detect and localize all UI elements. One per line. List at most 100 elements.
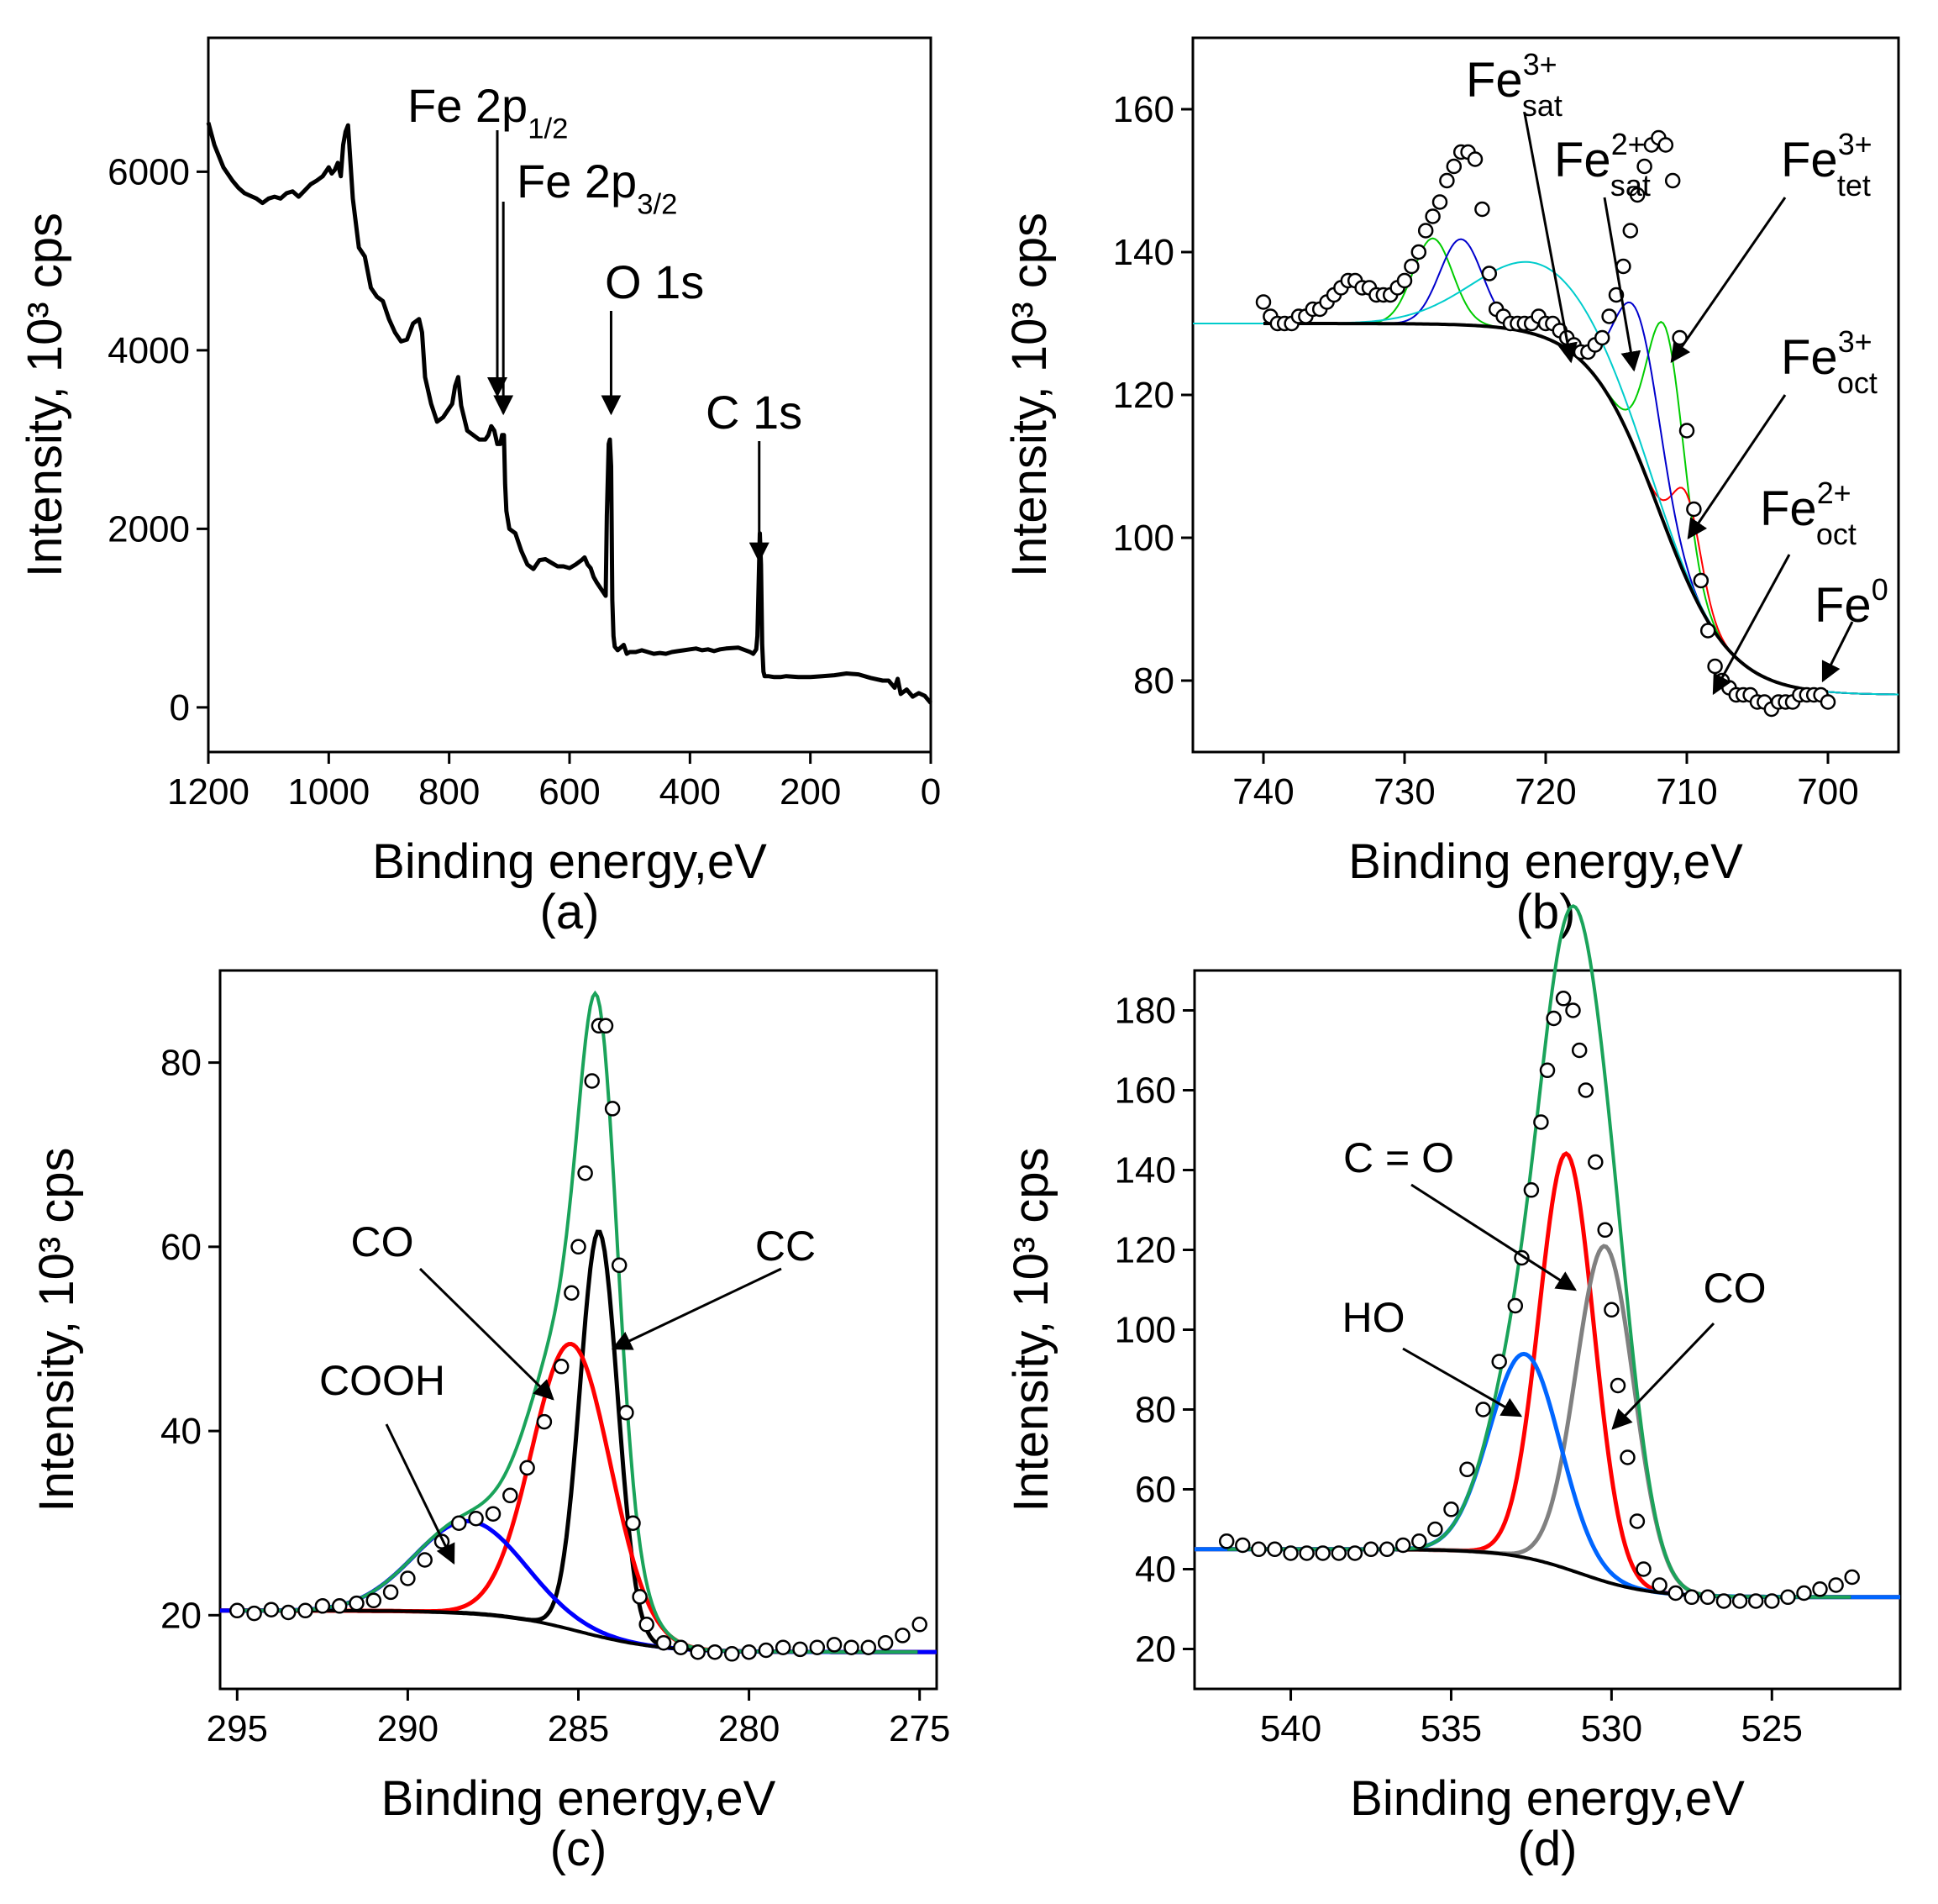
panel-b: 740 730 720 710 700 80 100 120 140 160 Binding ene… [1002,36,1900,939]
data-point [1683,1589,1700,1606]
data-point [1812,1581,1828,1597]
data-point [758,1642,775,1659]
x-axis-title: Binding energy,eV [381,1771,776,1826]
x-tick-label: 280 [718,1708,780,1749]
x-tick-label: 1200 [167,771,249,813]
data-point [382,1584,399,1601]
data-point [911,1617,927,1633]
plot-frame [207,36,932,754]
data-point [1546,1010,1562,1027]
fit-envelope [239,990,918,1654]
arrow-cc [611,1267,782,1350]
label-c-o: C = O [1343,1134,1454,1181]
y-tick-label: 140 [1115,1150,1176,1191]
arrow-fe3-tet [1670,197,1787,363]
data-point [1394,1537,1411,1554]
component-ho [1195,1351,1900,1600]
data-point [1315,1545,1331,1561]
data-point [584,1073,600,1089]
data-point [1283,1545,1299,1561]
x-tick-label: 275 [889,1708,950,1749]
data-point [1652,1577,1668,1593]
arrow-fe3-oct [1687,394,1787,539]
panel-label: (a) [540,885,600,939]
data-point [485,1506,502,1522]
data-point [246,1605,262,1622]
x-tick-label: 710 [1656,771,1717,813]
data-point [1507,1297,1524,1314]
data-point [632,1589,648,1605]
peak-label-fe-2p-3-2: Fe 2p3/2 [517,155,677,221]
plot-frame [1193,969,1902,1691]
peak-label-o-1s: O 1s [605,255,704,308]
data-point [1565,1002,1581,1018]
data-point [1446,158,1463,175]
data-point [1622,223,1639,239]
y-axis-title: Intensity, 10³ cps [18,213,72,577]
data-point [1693,572,1710,589]
y-axis-title: Intensity, 10³ cps [29,1147,84,1512]
y-tick-label: 2000 [108,508,190,550]
data-point [673,1639,689,1655]
data-point [625,1515,641,1531]
x-tick-label: 200 [780,771,841,813]
data-point [1578,1082,1594,1098]
y-tick-label: 80 [1135,1390,1176,1431]
data-point [655,1634,672,1651]
x-axis-title: Binding energy,eV [1348,834,1743,889]
panel-label: (b) [1516,885,1576,939]
data-point [597,1018,614,1034]
y-tick-label: 40 [160,1411,202,1452]
x-tick-label: 0 [921,771,941,813]
data-point [792,1641,808,1658]
data-point [570,1239,586,1255]
data-point [1404,258,1420,275]
x-tick-label: 800 [418,771,480,813]
arrow-fe2-sat [1603,197,1641,372]
data-point [1331,1545,1347,1561]
data-point [1636,1561,1652,1577]
data-point [877,1634,894,1651]
data-point [1396,272,1413,289]
arrow-fe3-sat [1523,113,1578,364]
label-fe3-oct: Fe3+ oct [1781,324,1878,400]
panel-d: 540 535 530 525 20 40 60 80 100 120 140 160 180 Bindi… [1004,904,1902,1876]
data-point [1668,1585,1683,1602]
x-tick-label: 600 [538,771,600,813]
x-tick-label: 530 [1581,1708,1642,1749]
y-tick-label: 100 [1113,518,1174,559]
data-point [536,1413,553,1430]
x-tick-label: 720 [1515,771,1576,813]
y-tick-label: 20 [160,1595,202,1636]
peak-label-fe-2p-1-2: Fe 2p1/2 [407,79,568,145]
data-point [724,1646,740,1662]
data-point [1828,1577,1844,1593]
y-tick-label: 160 [1115,1070,1176,1112]
data-point [1417,223,1434,239]
data-point [263,1602,280,1617]
data-point [895,1628,911,1644]
y-tick-label: 120 [1115,1230,1176,1271]
data-point [1601,308,1617,324]
x-tick-label: 290 [377,1708,439,1749]
data-point [1629,187,1646,203]
x-tick-label: 525 [1741,1708,1803,1749]
y-tick-label: 80 [160,1043,202,1084]
data-point [1267,1541,1283,1558]
x-tick-label: 730 [1373,771,1435,813]
data-point [502,1487,518,1504]
data-point [297,1602,313,1619]
component-co [1195,1244,1900,1600]
component-c-o [1195,1151,1900,1600]
panel-c: 295 290 285 280 275 20 40 60 80 Binding energy,eV… [29,969,950,1876]
x-tick-label: 1000 [287,771,370,813]
y-tick-label: 60 [1135,1470,1176,1511]
arrow-fe2-oct [1712,554,1791,696]
data-point [577,1165,593,1181]
data-point [1715,1593,1732,1609]
y-axis-title: Intensity, 10³ cps [1002,213,1057,577]
x-tick-label: 700 [1797,771,1858,813]
component-fe2-sat [1193,238,1899,696]
data-point [564,1285,580,1301]
